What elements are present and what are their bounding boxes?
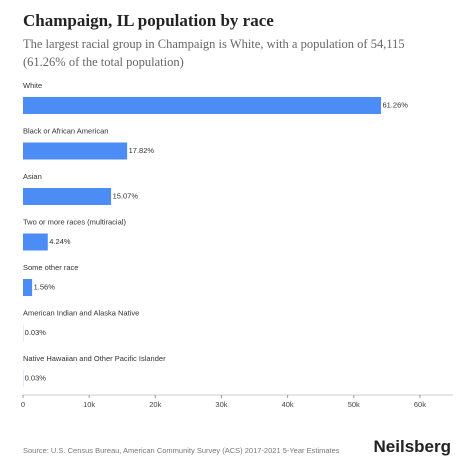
- category-label: Black or African American: [23, 126, 108, 135]
- bar: [23, 188, 112, 205]
- value-label: 0.03%: [25, 328, 47, 337]
- value-label: 17.82%: [129, 146, 155, 155]
- value-label: 15.07%: [113, 191, 139, 200]
- x-tick-label: 10k: [83, 400, 95, 409]
- chart-title: Champaign, IL population by race: [23, 11, 274, 30]
- value-label: 0.03%: [25, 373, 47, 382]
- category-label: White: [23, 81, 42, 90]
- category-label: Some other race: [23, 263, 78, 272]
- category-label: Asian: [23, 172, 42, 181]
- value-label: 1.56%: [34, 282, 56, 291]
- x-tick-label: 60k: [414, 400, 426, 409]
- bar: [23, 142, 128, 160]
- bar: [23, 279, 33, 296]
- category-label: Two or more races (multiracial): [23, 217, 126, 226]
- category-label: Native Hawaiian and Other Pacific Island…: [23, 354, 166, 363]
- value-label: 61.26%: [382, 100, 408, 109]
- x-tick-label: 30k: [215, 400, 227, 409]
- x-tick-label: 20k: [149, 400, 161, 409]
- bar: [23, 233, 48, 251]
- bar: [23, 97, 381, 114]
- brand-logo: Neilsberg: [373, 437, 451, 456]
- x-tick-label: 0: [21, 400, 25, 409]
- chart-subtitle: The largest racial group in Champaign is…: [23, 37, 405, 69]
- source-note: Source: U.S. Census Bureau, American Com…: [23, 446, 340, 455]
- value-label: 4.24%: [49, 237, 71, 246]
- x-tick-label: 40k: [282, 400, 294, 409]
- category-label: American Indian and Alaska Native: [23, 308, 139, 317]
- x-tick-label: 50k: [348, 400, 360, 409]
